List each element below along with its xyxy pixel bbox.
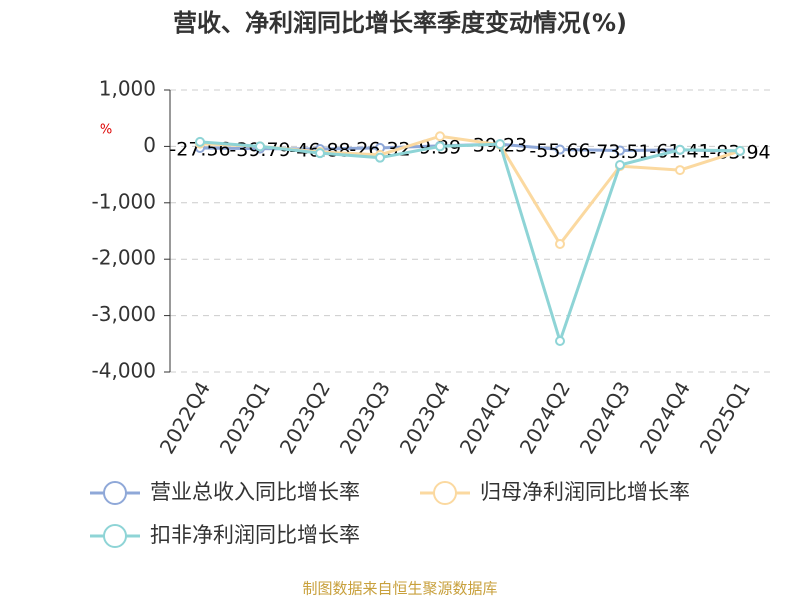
chart-title: 营收、净利润同比增长率季度变动情况(%) [173, 9, 627, 37]
point [735, 145, 745, 156]
legend-icon [103, 481, 127, 505]
point [375, 152, 385, 163]
y-tick-label: -4,000 [92, 359, 156, 383]
point [435, 131, 445, 142]
point [255, 141, 265, 152]
legend-icon [103, 524, 127, 548]
y-tick-label: 1,000 [99, 77, 156, 101]
x-tick-label: 2025Q1 [695, 377, 755, 458]
x-tick-label: 2024Q2 [515, 377, 575, 458]
x-tick-label: 2023Q1 [215, 377, 275, 458]
point [435, 141, 445, 152]
point [675, 144, 685, 155]
x-tick-label: 2024Q4 [635, 377, 695, 458]
point [555, 238, 565, 249]
point [615, 145, 625, 156]
unit-label: % [100, 123, 112, 138]
x-tick-label: 2023Q4 [395, 377, 455, 458]
point [495, 139, 505, 150]
series-line [199, 140, 741, 346]
point [615, 160, 625, 171]
point [195, 136, 205, 147]
data-label: -55.66 [529, 140, 590, 162]
x-tick-label: 2022Q4 [155, 377, 215, 458]
x-tick-label: 2023Q2 [275, 377, 335, 458]
y-tick-label: -3,000 [92, 302, 156, 326]
x-tick-label: 2024Q3 [575, 377, 635, 458]
y-tick-label: 0 [143, 133, 156, 157]
legend-icon [433, 481, 457, 505]
legend-label: 归母净利润同比增长率 [480, 480, 690, 504]
y-tick-label: -1,000 [92, 189, 156, 213]
data-label: -73.51 [589, 141, 650, 163]
y-tick-label: -2,000 [92, 246, 156, 270]
point [555, 144, 565, 155]
x-tick-label: 2023Q3 [335, 377, 395, 458]
point [315, 148, 325, 159]
x-tick-label: 2024Q1 [455, 377, 515, 458]
source-note: 制图数据来自恒生聚源数据库 [302, 580, 497, 598]
point [675, 165, 685, 176]
legend-label: 营业总收入同比增长率 [150, 480, 360, 504]
point [555, 335, 565, 346]
legend-label: 扣非净利润同比增长率 [150, 523, 360, 547]
